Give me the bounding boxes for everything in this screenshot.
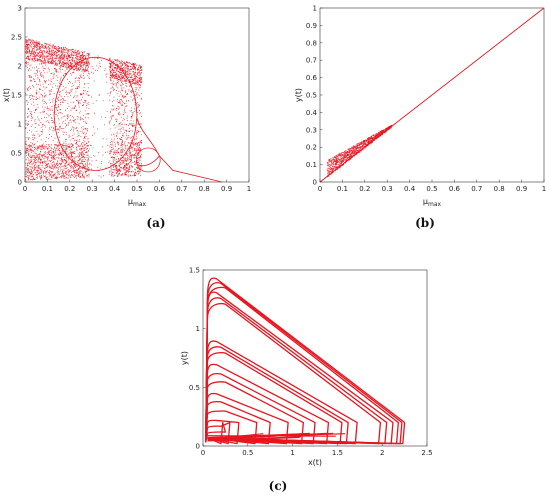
- ytick-label: 0: [196, 443, 200, 451]
- marks-c: [205, 277, 406, 445]
- ticks-b: 0 0.1 0.2 0.3 0.4 0.5 0.6 0.7 0.8 0.9 1 0 0.1 0.2 0.3 0…: [306, 5, 546, 194]
- return-stroke: [207, 436, 300, 442]
- orbit-line: [205, 401, 271, 445]
- xtick-label: 0: [23, 185, 27, 193]
- ytick-label: 1: [313, 5, 317, 13]
- xtick-label: 0.5: [426, 185, 437, 193]
- orbit-line: [205, 352, 343, 445]
- orbit-line: [205, 421, 227, 445]
- ytick-label: 0: [313, 179, 317, 187]
- orbit-line: [205, 291, 394, 445]
- ytick-label: 0.5: [306, 92, 317, 100]
- xtick-label: 0.8: [199, 185, 210, 193]
- orbit-line: [205, 340, 358, 445]
- ytick-label: 0.4: [306, 109, 318, 117]
- ytick-label: 0.1: [306, 161, 317, 169]
- orbit-line: [205, 373, 316, 445]
- ytick-label: 0.6: [306, 74, 318, 82]
- chaotic-band-points: [25, 38, 143, 181]
- xtick-label: 1: [247, 185, 251, 193]
- marks-b: [319, 7, 545, 183]
- chart-c: 0 0.5 1 1.5 2 2.5 0 0.5 1 1.5 x(t) y(t) (c): [180, 267, 433, 494]
- xtick-label: 0.7: [471, 185, 482, 193]
- chart-a: 0 0.1 0.2 0.3 0.4 0.5 0.6 0.7 0.8 0.9 1 0 0.5 1 1.5 2 2.…: [2, 5, 251, 231]
- xtick-label: 1: [542, 185, 546, 193]
- orbit-line: [205, 392, 289, 445]
- xtick-label: 0.2: [64, 185, 75, 193]
- ytick-label: 3: [18, 5, 22, 13]
- period-doubling-loop: [135, 147, 161, 173]
- orbit-line: [205, 297, 388, 445]
- ytick-label: 0.7: [306, 57, 317, 65]
- window-upper-curve: [53, 56, 138, 116]
- branch-lower: [136, 155, 160, 167]
- caption-a: (a): [146, 216, 165, 230]
- xlabel-b: μmax: [423, 197, 442, 208]
- ytick-label: 1: [18, 121, 22, 129]
- xlabel-a: μmax: [128, 197, 147, 208]
- xtick-label: 0: [318, 185, 322, 193]
- xtick-label: 0.3: [87, 185, 98, 193]
- caption-b: (b): [415, 216, 435, 230]
- marks-a: [25, 38, 223, 183]
- chart-b: 0 0.1 0.2 0.3 0.4 0.5 0.6 0.7 0.8 0.9 1 0 0.1 0.2 0.3 0…: [294, 5, 546, 231]
- ytick-label: 1.5: [11, 92, 22, 100]
- ytick-label: 0: [18, 179, 22, 187]
- return-stroke: [207, 436, 302, 441]
- xtick-label: 0.5: [242, 449, 253, 457]
- orbit-line: [205, 419, 240, 445]
- ytick-label: 0.8: [306, 39, 317, 47]
- ytick-label: 1.5: [189, 267, 200, 275]
- xtick-label: 1.5: [332, 449, 343, 457]
- ytick-label: 0.5: [189, 384, 200, 392]
- ylabel-a: x(t): [2, 88, 11, 102]
- xtick-label: 2.5: [421, 449, 432, 457]
- xtick-label: 0: [201, 449, 205, 457]
- plot-area-b: 0 0.1 0.2 0.3 0.4 0.5 0.6 0.7 0.8 0.9 1 0 0.1 0.2 0.3 0…: [306, 5, 546, 194]
- xtick-label: 0.1: [337, 185, 348, 193]
- xtick-label: 0.6: [449, 185, 461, 193]
- ytick-label: 2.5: [11, 34, 22, 42]
- orbit-line: [205, 410, 258, 445]
- orbit-line: [205, 363, 330, 445]
- xlabel-c: x(t): [308, 458, 322, 467]
- plot-area-a: 0 0.1 0.2 0.3 0.4 0.5 0.6 0.7 0.8 0.9 1 0 0.5 1 1.5 2 2.…: [11, 5, 251, 194]
- xtick-label: 0.9: [516, 185, 527, 193]
- diagonal-line: [319, 7, 545, 183]
- xtick-label: 0.1: [42, 185, 53, 193]
- orbit-line: [205, 381, 305, 445]
- plot-area-c: 0 0.5 1 1.5 2 2.5 0 0.5 1 1.5: [189, 267, 433, 458]
- xtick-label: 0.5: [131, 185, 142, 193]
- xtick-label: 0.4: [404, 185, 416, 193]
- fixed-point-line: [159, 155, 223, 183]
- xtick-label: 0.7: [176, 185, 187, 193]
- xtick-label: 0.8: [494, 185, 505, 193]
- ytick-label: 1: [196, 325, 200, 333]
- xtick-label: 2: [380, 449, 384, 457]
- orbit-line: [205, 421, 231, 445]
- caption-c: (c): [269, 479, 288, 493]
- orbit-line: [205, 282, 403, 445]
- window-lower-curve: [53, 115, 138, 171]
- ytick-label: 2: [18, 63, 22, 71]
- xtick-label: 1: [290, 449, 294, 457]
- xtick-label: 0.4: [109, 185, 121, 193]
- ticks-a: 0 0.1 0.2 0.3 0.4 0.5 0.6 0.7 0.8 0.9 1 0 0.5 1 1.5 2 2.…: [11, 5, 251, 194]
- ytick-label: 0.3: [306, 126, 317, 134]
- ylabel-b: y(t): [294, 88, 303, 102]
- return-stroke: [207, 433, 304, 438]
- xtick-label: 0.2: [359, 185, 370, 193]
- ylabel-c: y(t): [180, 351, 189, 365]
- ytick-label: 0.2: [306, 144, 317, 152]
- ytick-label: 0.5: [11, 150, 22, 158]
- ticks-c: 0 0.5 1 1.5 2 2.5 0 0.5 1 1.5: [189, 267, 433, 458]
- orbit-line: [205, 346, 349, 445]
- xtick-label: 0.3: [382, 185, 393, 193]
- scatter-band-points: [326, 124, 393, 178]
- orbit-line: [205, 303, 382, 445]
- xtick-label: 0.9: [221, 185, 232, 193]
- ytick-label: 0.9: [306, 22, 317, 30]
- xtick-label: 0.6: [154, 185, 166, 193]
